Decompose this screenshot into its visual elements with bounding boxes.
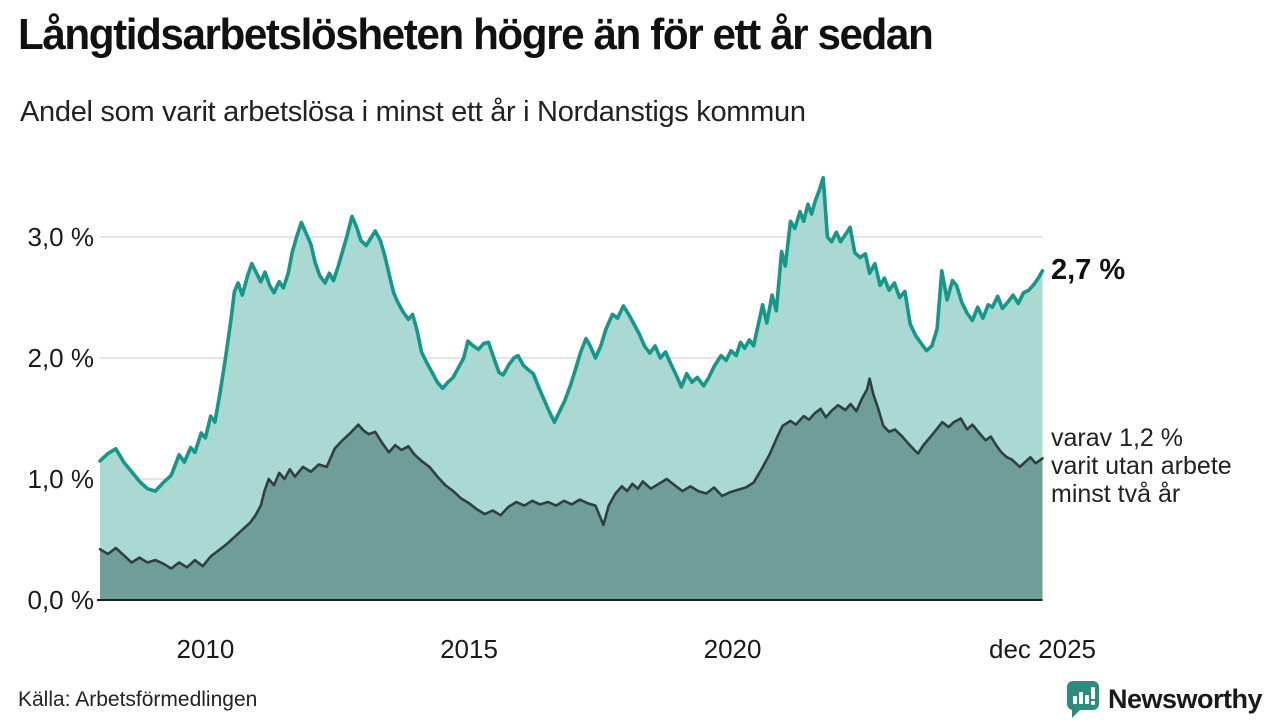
source-note: Källa: Arbetsförmedlingen [18,688,258,711]
last-value-annotation: 2,7 % [1051,254,1126,286]
x-axis-label: 2010 [176,634,235,664]
secondary-series-annotation: varav 1,2 % varit utan arbete minst två … [1051,424,1232,508]
y-axis-label: 1,0 % [27,464,95,494]
x-axis-label: 2020 [703,634,762,664]
y-axis-label: 3,0 % [27,222,95,252]
secondary-annotation-line: minst två år [1051,480,1181,508]
y-axis-label: 2,0 % [27,343,95,373]
newsworthy-logo-icon [1066,681,1099,718]
chart-title: Långtidsarbetslösheten högre än för ett … [18,10,934,59]
secondary-series-area [100,378,1043,600]
secondary-annotation-line: varit utan arbete [1051,452,1232,480]
secondary-series-line [98,377,1044,570]
newsworthy-brand: Newsworthy [1066,680,1263,718]
chart-subtitle: Andel som varit arbetslösa i minst ett å… [20,96,806,128]
x-axis-label: dec 2025 [989,634,1096,664]
primary-series-line [98,175,1045,493]
newsworthy-logo-text: Newsworthy [1107,683,1263,714]
y-axis-label: 0,0 % [27,585,95,615]
secondary-annotation-line: varav 1,2 % [1051,424,1184,452]
x-axis-label: 2015 [440,634,498,664]
